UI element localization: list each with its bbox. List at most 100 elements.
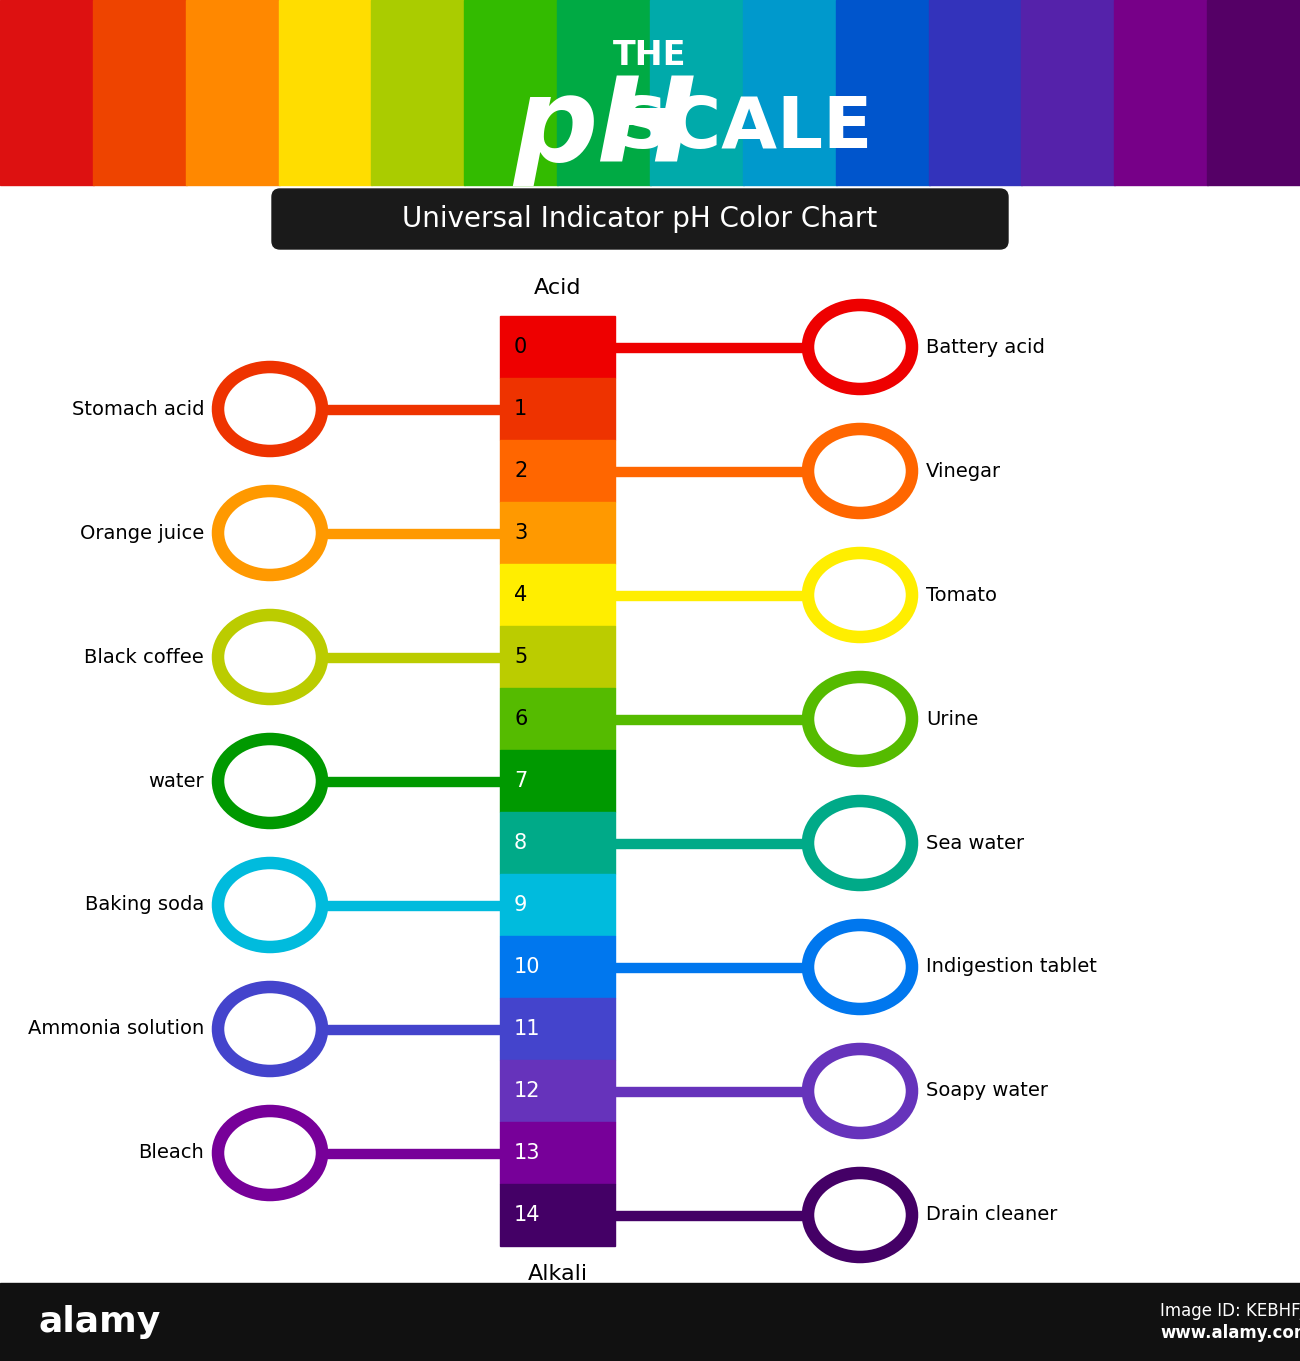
Bar <box>92 0 187 185</box>
Bar <box>500 750 615 813</box>
Bar <box>615 1086 809 1096</box>
Ellipse shape <box>812 682 907 757</box>
Text: Soapy water: Soapy water <box>926 1082 1048 1101</box>
Text: Sea water: Sea water <box>926 833 1024 852</box>
Text: 8: 8 <box>514 833 526 853</box>
Ellipse shape <box>222 743 317 818</box>
Bar <box>500 998 615 1060</box>
Bar <box>278 0 372 185</box>
Ellipse shape <box>812 434 907 509</box>
Bar <box>928 0 1022 185</box>
Bar <box>500 502 615 563</box>
Bar <box>615 838 809 848</box>
Bar <box>500 1121 615 1184</box>
Text: 14: 14 <box>514 1204 541 1225</box>
Bar <box>500 626 615 689</box>
Text: alamy: alamy <box>39 1305 161 1339</box>
Bar <box>322 777 500 785</box>
Ellipse shape <box>222 619 317 694</box>
Bar <box>500 936 615 998</box>
Bar <box>0 1283 1300 1361</box>
Text: Bleach: Bleach <box>138 1143 204 1162</box>
Text: Black coffee: Black coffee <box>84 648 204 667</box>
Bar <box>615 343 809 351</box>
Ellipse shape <box>812 309 907 385</box>
Bar <box>186 0 280 185</box>
Bar <box>742 0 837 185</box>
Bar <box>558 0 651 185</box>
Bar <box>615 591 809 599</box>
Text: 6: 6 <box>514 709 528 729</box>
Text: 4: 4 <box>514 585 528 606</box>
Bar <box>322 528 500 538</box>
Ellipse shape <box>812 1053 907 1128</box>
Bar <box>500 689 615 750</box>
Text: Indigestion tablet: Indigestion tablet <box>926 958 1097 976</box>
Bar <box>650 0 744 185</box>
Text: Ammonia solution: Ammonia solution <box>27 1019 204 1038</box>
Text: Acid: Acid <box>534 278 581 298</box>
FancyBboxPatch shape <box>272 189 1008 249</box>
Bar <box>322 901 500 909</box>
Text: Universal Indicator pH Color Chart: Universal Indicator pH Color Chart <box>403 206 878 233</box>
Bar <box>372 0 465 185</box>
Bar <box>322 404 500 414</box>
Bar <box>615 715 809 724</box>
Text: Stomach acid: Stomach acid <box>72 400 204 418</box>
Ellipse shape <box>222 495 317 570</box>
Text: 10: 10 <box>514 957 541 977</box>
Ellipse shape <box>812 930 907 1004</box>
Text: Neutral: Neutral <box>620 772 681 789</box>
Text: Drain cleaner: Drain cleaner <box>926 1206 1057 1225</box>
Bar <box>500 440 615 502</box>
Bar <box>322 652 500 661</box>
Ellipse shape <box>812 806 907 881</box>
Bar <box>615 1210 809 1219</box>
Ellipse shape <box>222 867 317 943</box>
Ellipse shape <box>222 992 317 1067</box>
Bar <box>500 316 615 378</box>
Ellipse shape <box>812 1177 907 1252</box>
Text: 7: 7 <box>514 770 528 791</box>
Bar <box>500 1184 615 1247</box>
Bar <box>615 467 809 475</box>
Text: Urine: Urine <box>926 709 978 728</box>
Bar <box>836 0 929 185</box>
Text: Orange juice: Orange juice <box>79 524 204 543</box>
Text: Image ID: KEBHFJ: Image ID: KEBHFJ <box>1160 1302 1300 1320</box>
Bar <box>1208 0 1300 185</box>
Bar <box>464 0 558 185</box>
Text: 2: 2 <box>514 461 528 480</box>
Text: pH: pH <box>514 71 697 185</box>
Text: 1: 1 <box>514 399 528 419</box>
Bar <box>322 1025 500 1033</box>
Text: Alkali: Alkali <box>528 1264 588 1283</box>
Text: 11: 11 <box>514 1019 541 1038</box>
Text: Baking soda: Baking soda <box>84 896 204 915</box>
Text: www.alamy.com: www.alamy.com <box>1160 1324 1300 1342</box>
Bar <box>322 1149 500 1157</box>
Text: THE: THE <box>614 38 686 72</box>
Bar <box>1114 0 1208 185</box>
Bar <box>500 1060 615 1121</box>
Text: Battery acid: Battery acid <box>926 338 1045 357</box>
Text: Vinegar: Vinegar <box>926 461 1001 480</box>
Bar <box>500 813 615 874</box>
Ellipse shape <box>812 558 907 633</box>
Text: Tomato: Tomato <box>926 585 997 604</box>
Text: water: water <box>148 772 204 791</box>
Bar <box>500 563 615 626</box>
Bar <box>0 0 94 185</box>
Ellipse shape <box>222 1116 317 1191</box>
Bar <box>500 378 615 440</box>
Text: 3: 3 <box>514 523 528 543</box>
Bar <box>615 962 809 972</box>
Text: 9: 9 <box>514 896 528 915</box>
Text: 13: 13 <box>514 1143 541 1164</box>
Ellipse shape <box>222 372 317 446</box>
Text: 12: 12 <box>514 1081 541 1101</box>
Bar <box>1022 0 1115 185</box>
Text: SCALE: SCALE <box>616 94 874 162</box>
Text: 5: 5 <box>514 646 528 667</box>
Bar <box>500 874 615 936</box>
